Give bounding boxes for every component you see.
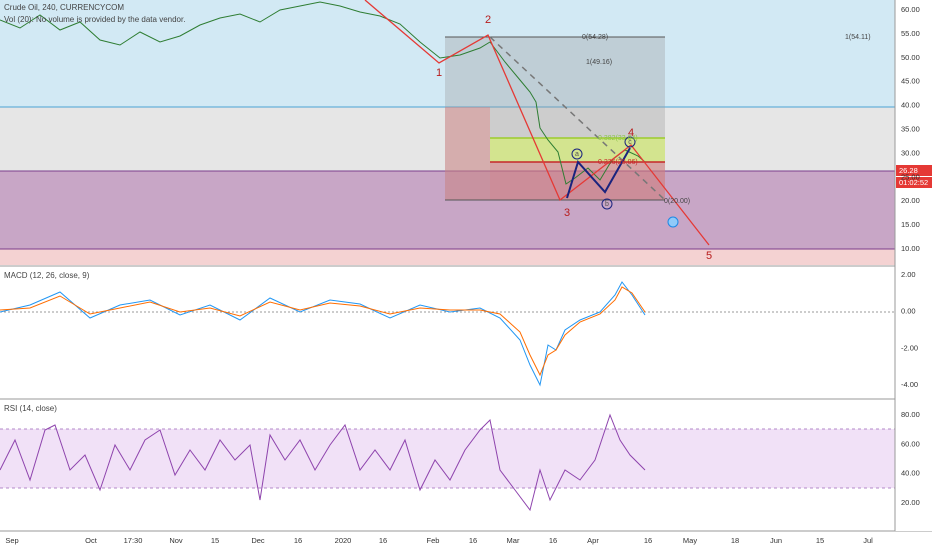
price-tick-label: 40.00 [901,101,920,110]
wave-label: 5 [706,250,712,262]
time-tick-label: Mar [507,536,520,545]
fib-label: 1(49.16) [586,59,612,66]
time-tick-label: Dec [251,536,265,545]
last-price-box [896,165,932,176]
wave-count [364,0,710,246]
price-tick-label: 60.00 [901,5,920,14]
wave-label: a [575,151,579,158]
time-tick-label: 15 [211,536,219,545]
time-tick-label: 16 [294,536,302,545]
price-tick-label: 55.00 [901,29,920,38]
trend-dash [489,36,666,201]
time-tick-label: May [683,536,697,545]
price-tick-label: 30.00 [901,148,920,157]
wave-label: 1 [436,67,442,79]
rsi-title: RSI (14, close) [4,404,57,413]
fib-label: 0.382(33.04) [598,135,638,142]
eye-icon[interactable] [667,216,679,228]
time-tick-label: 16 [469,536,477,545]
wave-circle [624,136,636,148]
abc-wave [566,147,631,199]
time-tick-label: Sep [5,536,18,545]
time-tick-label: Apr [587,536,599,545]
fib-label: 0(20.00) [664,198,690,205]
price-tick-label: 25.00 [901,172,920,181]
countdown: 01:02:52 [899,178,928,187]
time-tick-label: 17:30 [124,536,143,545]
macd-tick-label: 2.00 [901,270,916,279]
symbol-title: Crude Oil, 240, CURRENCYCOM [4,3,124,12]
macd-line [0,281,646,387]
price-tick-label: 20.00 [901,196,920,205]
rsi-tick-label: 40.00 [901,469,920,478]
zone-blue [0,0,895,107]
zone-gray [0,107,895,171]
rsi-line [0,413,646,512]
fib-box [445,37,665,200]
macd-tick-label: -2.00 [901,343,918,352]
time-tick-label: Oct [85,536,98,545]
time-tick-label: 18 [731,536,739,545]
time-tick-label: Feb [427,536,440,545]
fib-label: 0.236(28.06) [598,159,638,166]
price-tick-label: 35.00 [901,124,920,133]
time-tick-label: Jun [770,536,782,545]
price-tick-label: 15.00 [901,220,920,229]
wave-circle [601,198,613,210]
time-tick-label: 16 [379,536,387,545]
signal-line [0,286,646,377]
countdown-box [896,177,932,188]
rsi-band [0,429,895,488]
fib-label: 1(54.11) [845,34,871,41]
wave-label: 4 [628,127,634,139]
fib-zone [445,107,490,200]
price-tick-label: 10.00 [901,244,920,253]
time-tick-label: 16 [549,536,557,545]
macd-tick-label: -4.00 [901,380,918,389]
time-tick-label: 2020 [335,536,352,545]
macd-tick-label: 0.00 [901,307,916,316]
price-axis [895,0,932,531]
wave-label: b [605,201,609,208]
time-tick-label: Nov [169,536,183,545]
time-tick-label: 15 [816,536,824,545]
fib-zone [490,162,665,200]
price-line [0,1,646,185]
rsi-tick-label: 60.00 [901,439,920,448]
volume-note: Vol (20): No volume is provided by the d… [4,15,185,24]
time-tick-label: Jul [863,536,873,545]
rsi-tick-label: 80.00 [901,410,920,419]
fib-label: 0(54.28) [582,34,608,41]
fib-zone [490,138,665,162]
price-tick-label: 50.00 [901,53,920,62]
macd-title: MACD (12, 26, close, 9) [4,271,90,280]
wave-circle [571,148,583,160]
wave-label: 2 [485,14,491,26]
last-price: 26.28 [899,166,918,175]
zone-pink [0,249,895,265]
zone-purple [0,171,895,249]
price-tick-label: 45.00 [901,77,920,86]
wave-label: c [628,139,632,146]
wave-label: 3 [564,207,570,219]
time-tick-label: 16 [644,536,652,545]
rsi-tick-label: 20.00 [901,498,920,507]
